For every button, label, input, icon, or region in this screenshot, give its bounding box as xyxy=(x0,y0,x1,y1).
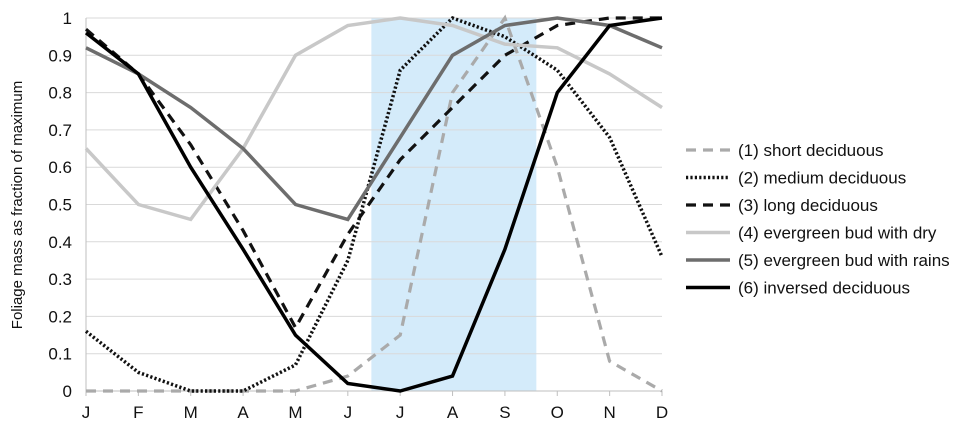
legend-item: (5) evergreen bud with rains xyxy=(686,251,950,270)
x-tick-label: J xyxy=(82,403,91,422)
series-line-4 xyxy=(84,16,663,222)
axes xyxy=(85,18,663,396)
y-tick-labels: 0 0.1 0.2 0.3 0.4 0.5 0.6 0.7 0.8 0.9 1 xyxy=(48,9,72,401)
x-tick-label: J xyxy=(344,403,353,422)
x-tick-label: M xyxy=(288,403,302,422)
x-tick-label: A xyxy=(237,403,249,422)
y-axis-title: Foliage mass as fraction of maximum xyxy=(9,81,26,329)
y-tick-label: 0.8 xyxy=(48,84,72,103)
y-tick-label: 0.1 xyxy=(48,345,72,364)
series-line-1 xyxy=(86,14,663,393)
x-tick-label: N xyxy=(603,403,615,422)
y-tick-label: 0.3 xyxy=(48,270,72,289)
y-tick-label: 0.9 xyxy=(48,46,72,65)
series-line-6 xyxy=(84,16,663,393)
y-tick-label: 0.4 xyxy=(48,233,72,252)
series-line-3 xyxy=(84,16,662,331)
legend-item: (2) medium deciduous xyxy=(686,169,906,188)
legend-label: (2) medium deciduous xyxy=(738,169,906,188)
legend: (1) short deciduous (2) medium deciduous (… xyxy=(686,141,950,298)
y-tick-label: 0.7 xyxy=(48,121,72,140)
legend-label: (3) long deciduous xyxy=(738,196,878,215)
legend-item: (3) long deciduous xyxy=(686,196,878,215)
series-lines xyxy=(84,14,664,393)
legend-label: (4) evergreen bud with dry xyxy=(738,224,937,243)
x-tick-label: O xyxy=(551,403,564,422)
legend-item: (1) short deciduous xyxy=(686,141,884,160)
y-tick-label: 0.5 xyxy=(48,196,72,215)
legend-label: (5) evergreen bud with rains xyxy=(738,251,950,270)
y-tick-label: 0 xyxy=(63,382,72,401)
x-tick-label: D xyxy=(656,403,668,422)
y-tick-label: 0.2 xyxy=(48,307,72,326)
x-tick-label: M xyxy=(184,403,198,422)
x-tick-label: S xyxy=(499,403,510,422)
legend-item: (4) evergreen bud with dry xyxy=(686,224,937,243)
series-line-5 xyxy=(85,16,663,222)
x-tick-label: F xyxy=(133,403,143,422)
legend-label: (1) short deciduous xyxy=(738,141,884,160)
y-tick-label: 1 xyxy=(63,9,72,28)
y-tick-label: 0.6 xyxy=(48,158,72,177)
legend-item: (6) inversed deciduous xyxy=(686,279,910,298)
legend-label: (6) inversed deciduous xyxy=(738,279,910,298)
x-tick-label: J xyxy=(396,403,405,422)
x-tick-label: A xyxy=(447,403,459,422)
